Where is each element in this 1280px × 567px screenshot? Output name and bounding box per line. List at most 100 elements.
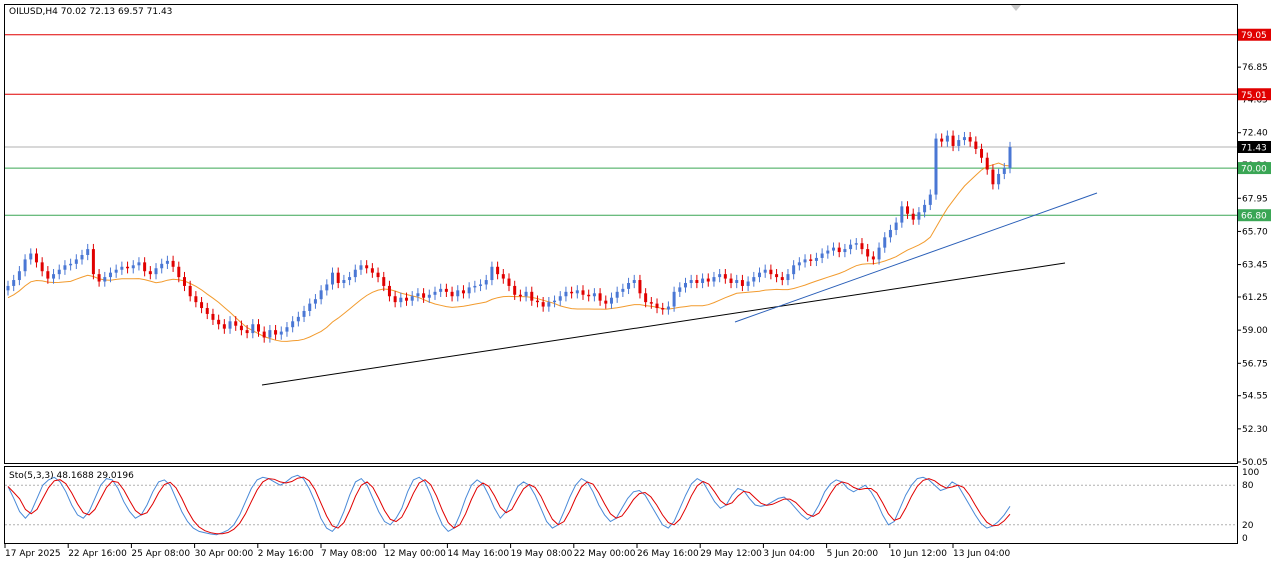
level-tag <box>1238 88 1271 101</box>
candle <box>40 257 44 277</box>
stoch-axis-label: 20 <box>1242 521 1254 531</box>
candle <box>490 261 494 286</box>
x-tick-label: 3 Jun 04:00 <box>763 549 815 559</box>
candle <box>558 291 562 306</box>
candle <box>399 292 403 308</box>
candle <box>336 267 340 289</box>
candle <box>980 143 984 163</box>
candle <box>786 268 790 286</box>
candle <box>638 274 642 299</box>
x-tick-label: 22 Apr 16:00 <box>68 549 127 559</box>
candle <box>262 326 266 343</box>
level-tag-label: 66.80 <box>1241 212 1267 222</box>
candle <box>604 295 608 309</box>
stoch-main-line[interactable] <box>7 474 1011 536</box>
candle <box>752 271 756 287</box>
candle <box>154 263 158 280</box>
candle <box>382 271 386 292</box>
candle <box>900 201 904 228</box>
y-tick-label: 72.40 <box>1242 129 1268 139</box>
candle <box>34 248 38 268</box>
stoch-axis-label: 0 <box>1242 534 1248 544</box>
x-tick-label: 7 May 08:00 <box>321 549 377 559</box>
candle <box>541 296 545 312</box>
candle <box>832 242 836 256</box>
y-tick-label: 54.55 <box>1242 392 1268 402</box>
candle <box>467 282 471 299</box>
candle <box>621 283 625 297</box>
candle <box>906 201 910 219</box>
candle <box>661 302 665 315</box>
candle <box>63 260 67 275</box>
x-tick-label: 26 May 16:00 <box>637 549 699 559</box>
candle <box>570 286 574 299</box>
candle <box>837 242 841 258</box>
candle <box>46 266 50 284</box>
candle <box>291 316 295 333</box>
y-tick-label: 52.30 <box>1242 425 1268 435</box>
candle <box>405 292 409 306</box>
candle <box>296 311 300 327</box>
candle <box>883 232 887 253</box>
symbol-info: OILUSD,H4 70.02 72.13 69.57 71.43 <box>9 7 173 17</box>
candle <box>871 251 875 265</box>
stoch-signal-line[interactable] <box>7 476 1011 535</box>
candle <box>182 271 186 292</box>
scroll-marker-icon[interactable] <box>1011 5 1021 11</box>
candle <box>530 286 534 306</box>
candle <box>632 274 636 289</box>
indicator-frame <box>4 466 1238 544</box>
x-tick-label: 5 Jun 20:00 <box>827 549 879 559</box>
candle <box>666 301 670 315</box>
candle <box>957 134 961 152</box>
candle <box>69 258 73 271</box>
candle <box>319 285 323 305</box>
candle <box>348 271 352 286</box>
candle <box>985 152 989 175</box>
trendline-blue[interactable] <box>734 192 1098 323</box>
candle <box>740 274 744 292</box>
candle <box>148 266 152 280</box>
candle <box>678 282 682 297</box>
candle <box>143 257 147 277</box>
candle <box>587 289 591 302</box>
candle <box>450 286 454 302</box>
candle <box>917 207 921 225</box>
candle <box>313 294 317 309</box>
x-tick-label: 30 Apr 00:00 <box>195 549 254 559</box>
candle <box>331 267 335 290</box>
candle <box>934 133 938 200</box>
candle <box>257 319 260 337</box>
candle <box>177 261 181 283</box>
x-tick-label: 25 Apr 08:00 <box>131 549 190 559</box>
x-tick-label: 14 May 16:00 <box>447 549 509 559</box>
candle <box>274 324 278 340</box>
x-tick-label: 12 May 00:00 <box>384 549 446 559</box>
x-tick-label: 10 Jun 12:00 <box>890 549 947 559</box>
candle <box>672 286 676 312</box>
candle <box>849 239 853 255</box>
candle <box>962 131 966 146</box>
candle <box>439 283 443 297</box>
candle <box>564 286 568 302</box>
x-tick-label: 29 May 12:00 <box>700 549 762 559</box>
candle <box>507 273 511 292</box>
moving-average-line[interactable] <box>7 162 1011 342</box>
candle <box>245 324 249 339</box>
candle <box>239 320 243 336</box>
candle <box>279 326 283 340</box>
candle <box>535 295 539 308</box>
candle <box>23 254 27 277</box>
candle <box>365 260 369 274</box>
candle <box>126 261 130 274</box>
candle <box>968 131 972 147</box>
candle <box>888 224 892 243</box>
level-tag <box>1238 209 1271 222</box>
candle <box>80 249 84 265</box>
trendline-black[interactable] <box>261 262 1066 386</box>
candle <box>945 130 949 147</box>
candle <box>91 243 95 280</box>
x-tick-label: 13 Jun 04:00 <box>953 549 1010 559</box>
candle <box>422 288 426 303</box>
